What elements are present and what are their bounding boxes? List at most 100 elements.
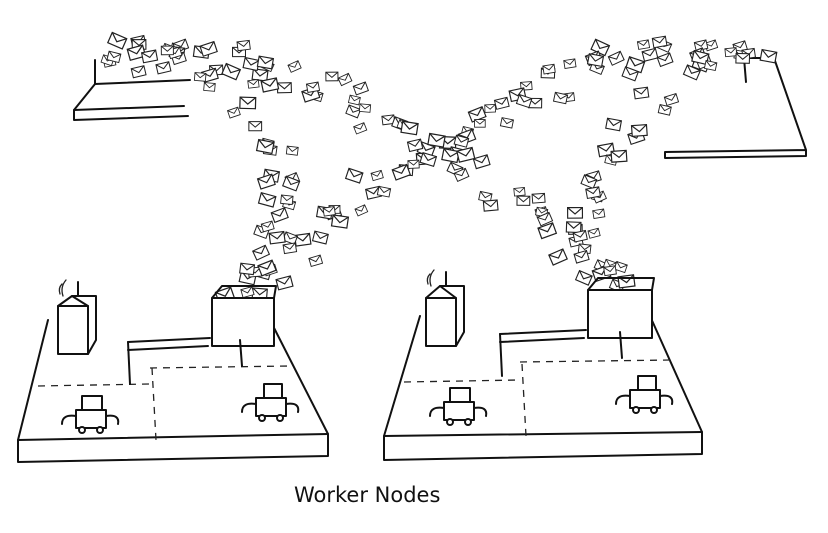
envelope-icon bbox=[587, 227, 601, 239]
caption-worker-nodes: Worker Nodes bbox=[294, 483, 441, 507]
envelope-icon bbox=[282, 175, 301, 192]
envelope-icon bbox=[260, 220, 275, 233]
envelope-icon bbox=[106, 31, 128, 50]
envelope-icon bbox=[605, 117, 623, 132]
envelope-icon bbox=[251, 244, 271, 261]
envelope-icon bbox=[548, 248, 568, 266]
envelope-icon bbox=[536, 211, 554, 227]
source-platform-left bbox=[73, 59, 191, 121]
envelope-icon bbox=[276, 82, 292, 94]
envelope-icon bbox=[268, 230, 286, 245]
envelope-icon bbox=[703, 60, 718, 72]
envelope-icon bbox=[573, 249, 590, 264]
envelope-icon bbox=[344, 167, 364, 184]
envelope-icon bbox=[391, 163, 412, 181]
envelope-icon bbox=[636, 39, 651, 50]
robot-right-2 bbox=[615, 375, 674, 414]
envelope-icon bbox=[441, 147, 460, 164]
envelope-icon bbox=[358, 103, 372, 113]
envelope-icon bbox=[370, 169, 384, 182]
envelope-icon bbox=[248, 121, 263, 132]
envelope-icon bbox=[565, 221, 582, 234]
envelope-icon bbox=[641, 47, 659, 62]
envelope-icon bbox=[199, 40, 218, 57]
envelope-icon bbox=[293, 232, 312, 247]
envelope-icon bbox=[516, 195, 531, 206]
envelope-icon bbox=[226, 106, 241, 119]
envelope-icon bbox=[257, 259, 277, 277]
envelope-icon bbox=[376, 185, 392, 198]
envelope-icon bbox=[251, 68, 269, 82]
envelope-icon bbox=[270, 207, 289, 224]
envelope-icon bbox=[427, 132, 446, 148]
envelope-icon bbox=[160, 45, 174, 56]
envelope-icon bbox=[531, 192, 546, 204]
envelope-icon bbox=[586, 53, 605, 68]
envelope-icon bbox=[325, 71, 339, 82]
envelope-icon bbox=[472, 154, 491, 170]
envelope-icon bbox=[592, 208, 606, 219]
envelope-icon bbox=[337, 72, 353, 87]
envelope-icon bbox=[130, 65, 147, 79]
envelope-icon bbox=[407, 159, 420, 169]
envelope-icon bbox=[280, 194, 294, 206]
envelope-icon bbox=[305, 81, 321, 93]
envelope-icon bbox=[347, 94, 361, 106]
envelope-icon bbox=[456, 146, 476, 163]
envelope-icon bbox=[221, 62, 242, 81]
message-stream bbox=[100, 31, 778, 304]
worker-node-right bbox=[383, 269, 703, 461]
envelope-icon bbox=[656, 52, 674, 68]
robot-left-1 bbox=[61, 395, 120, 434]
robot-left-2 bbox=[241, 383, 300, 422]
envelope-icon bbox=[242, 56, 260, 72]
envelope-icon bbox=[663, 92, 680, 107]
envelope-icon bbox=[106, 50, 122, 64]
envelope-icon bbox=[585, 186, 601, 200]
envelope-icon bbox=[735, 52, 751, 64]
envelope-icon bbox=[633, 86, 650, 100]
envelope-icon bbox=[572, 229, 588, 243]
robot-right-1 bbox=[429, 387, 488, 426]
envelope-icon bbox=[239, 262, 256, 276]
envelope-icon bbox=[567, 206, 584, 219]
envelope-icon bbox=[691, 49, 710, 66]
envelope-icon bbox=[482, 199, 499, 212]
envelope-icon bbox=[255, 138, 275, 155]
envelope-icon bbox=[651, 35, 668, 49]
envelope-icon bbox=[322, 206, 336, 217]
envelope-icon bbox=[239, 96, 257, 110]
envelope-icon bbox=[474, 119, 486, 128]
envelope-icon bbox=[515, 93, 533, 109]
worker-node-left bbox=[17, 279, 329, 463]
envelope-icon bbox=[621, 66, 640, 82]
envelope-icon bbox=[563, 58, 577, 69]
envelope-icon bbox=[400, 120, 419, 136]
envelope-icon bbox=[682, 64, 702, 81]
envelope-icon bbox=[607, 50, 625, 66]
envelope-icon bbox=[419, 151, 438, 167]
envelope-icon bbox=[537, 222, 558, 240]
envelope-icon bbox=[282, 242, 298, 255]
envelope-icon bbox=[552, 91, 569, 105]
envelope-icon bbox=[580, 174, 598, 190]
envelope-icon bbox=[352, 81, 370, 96]
envelope-icon bbox=[330, 214, 350, 229]
envelope-icon bbox=[453, 167, 470, 182]
envelope-icon bbox=[236, 39, 251, 52]
envelope-icon bbox=[193, 72, 207, 82]
envelope-icon bbox=[256, 173, 276, 190]
envelope-icon bbox=[724, 47, 738, 58]
envelope-icon bbox=[240, 286, 255, 299]
envelope-icon bbox=[617, 274, 636, 289]
envelope-icon bbox=[603, 265, 617, 277]
envelope-icon bbox=[493, 96, 510, 110]
envelope-icon bbox=[453, 134, 470, 148]
envelope-icon bbox=[256, 55, 275, 70]
envelope-icon bbox=[499, 117, 515, 129]
envelope-icon bbox=[308, 254, 324, 268]
envelope-icon bbox=[759, 48, 778, 64]
envelope-icon bbox=[311, 230, 329, 245]
